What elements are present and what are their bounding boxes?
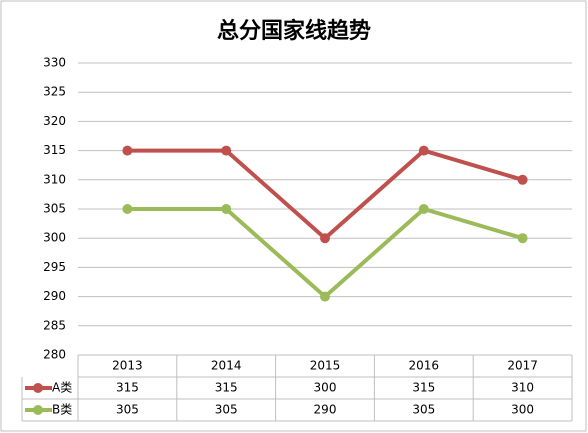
- x-tick-label: 2013: [112, 359, 143, 373]
- y-tick-label: 330: [43, 56, 66, 70]
- legend-marker: [33, 383, 43, 393]
- table-value: 315: [116, 381, 139, 395]
- table-value: 300: [314, 381, 337, 395]
- table-value: 310: [511, 381, 534, 395]
- y-tick-label: 310: [43, 172, 66, 186]
- point: [517, 233, 528, 244]
- y-tick-label: 280: [43, 348, 66, 362]
- chart-title: 总分国家线趋势: [217, 18, 371, 44]
- table-value: 315: [412, 381, 435, 395]
- y-tick-label: 285: [43, 318, 66, 332]
- table-value: 305: [412, 403, 435, 417]
- table-value: 300: [511, 403, 534, 417]
- point: [320, 291, 330, 302]
- table-value: 290: [314, 403, 337, 417]
- table-value: 305: [215, 403, 238, 417]
- x-tick-label: 2015: [310, 359, 341, 373]
- y-tick-label: 320: [43, 114, 66, 128]
- y-tick-label: 300: [43, 231, 66, 245]
- legend-label: B类: [52, 403, 72, 417]
- point: [221, 204, 232, 214]
- point: [517, 174, 528, 185]
- y-tick-label: 295: [43, 260, 66, 274]
- y-tick-label: 305: [43, 202, 66, 216]
- x-tick-label: 2014: [211, 359, 242, 373]
- legend-label: A类: [52, 381, 72, 395]
- x-tick-label: 2017: [507, 359, 538, 373]
- y-tick-label: 315: [43, 143, 66, 157]
- point: [418, 204, 429, 214]
- table-value: 315: [215, 381, 238, 395]
- y-tick-label: 325: [43, 85, 66, 99]
- legend-marker: [33, 405, 43, 415]
- point: [221, 145, 232, 156]
- x-tick-label: 2016: [409, 359, 440, 373]
- table-value: 305: [116, 403, 139, 417]
- point: [320, 233, 330, 244]
- point: [418, 145, 429, 156]
- point: [122, 204, 133, 214]
- y-tick-label: 290: [43, 289, 66, 303]
- point: [122, 145, 133, 156]
